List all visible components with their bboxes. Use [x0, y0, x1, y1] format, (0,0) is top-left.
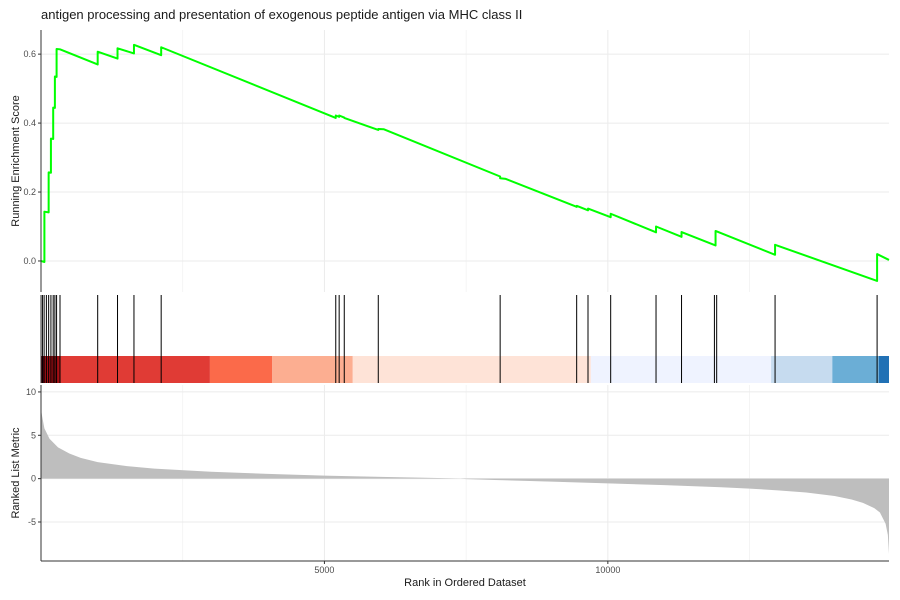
color-band — [878, 356, 889, 383]
color-band — [352, 356, 591, 383]
y-axis-label: Ranked List Metric — [10, 427, 22, 519]
y-axis-label: Running Enrichment Score — [10, 95, 22, 226]
x-axis-label: Rank in Ordered Dataset — [404, 577, 526, 589]
x-tick-label: 10000 — [595, 565, 620, 575]
color-band — [272, 356, 353, 383]
y-tick-label: 0.6 — [23, 49, 36, 59]
color-band — [771, 356, 833, 383]
chart-title: antigen processing and presentation of e… — [41, 7, 523, 22]
color-band — [832, 356, 879, 383]
color-band — [60, 356, 210, 383]
y-tick-label: 10 — [26, 387, 36, 397]
color-band — [590, 356, 772, 383]
y-tick-label: 0.0 — [23, 256, 36, 266]
enrichment-score-line — [40, 43, 890, 282]
color-band — [209, 356, 273, 383]
y-tick-label: -5 — [28, 517, 36, 527]
ranked-metric-area — [41, 409, 889, 555]
y-tick-label: 5 — [31, 430, 36, 440]
y-tick-label: 0.4 — [23, 118, 36, 128]
y-tick-label: 0 — [31, 474, 36, 484]
y-tick-label: 0.2 — [23, 187, 36, 197]
x-tick-label: 5000 — [314, 565, 334, 575]
